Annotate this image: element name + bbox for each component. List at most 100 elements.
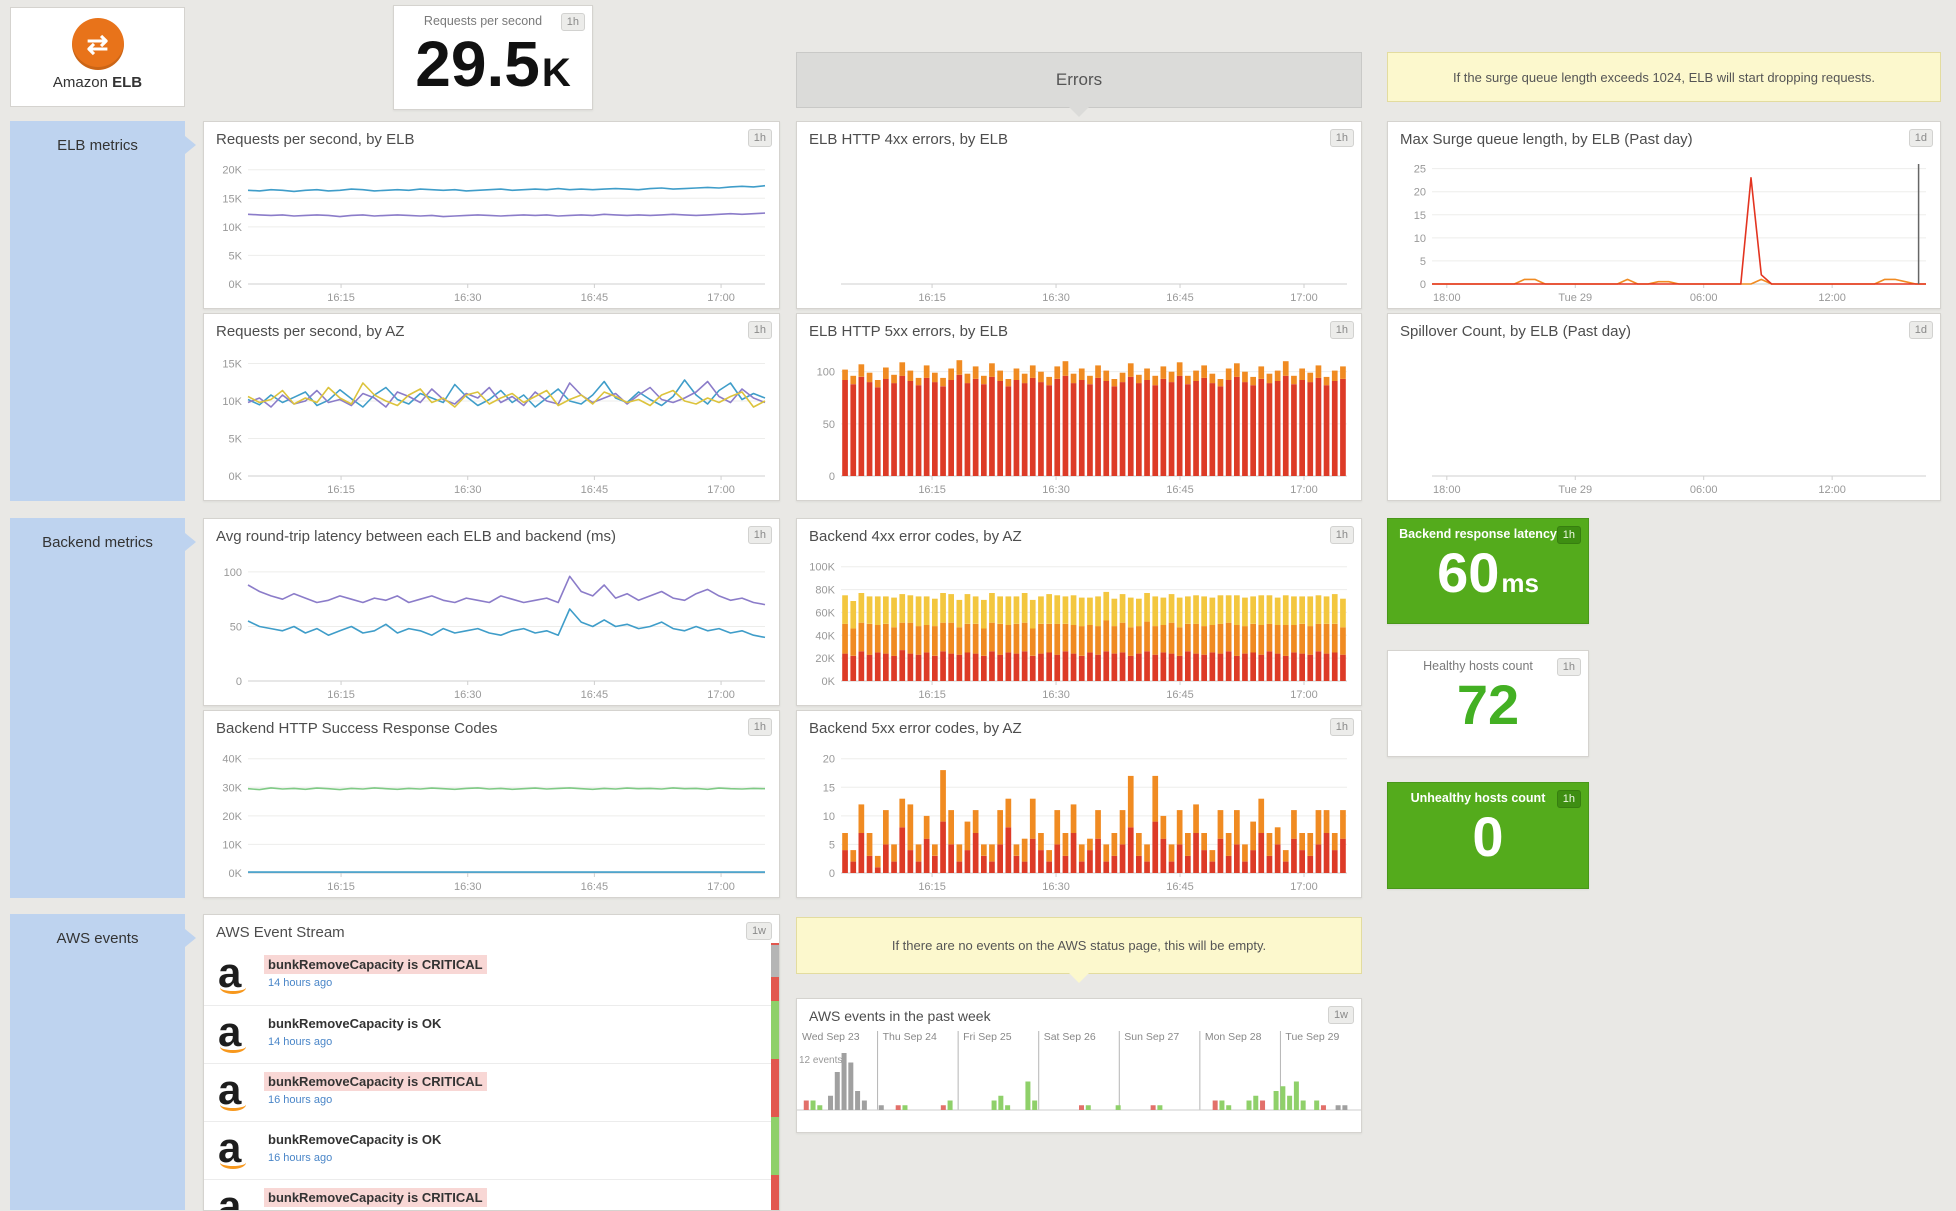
chart-title: Spillover Count, by ELB (Past day) bbox=[1400, 323, 1631, 340]
svg-text:Sun Sep 27: Sun Sep 27 bbox=[1124, 1031, 1179, 1043]
svg-text:Tue 29: Tue 29 bbox=[1558, 484, 1592, 496]
list-item[interactable]: a bunkRemoveCapacity is OK 16 hours ago bbox=[204, 1121, 779, 1179]
timeframe-badge: 1h bbox=[747, 718, 772, 736]
chart-title: Requests per second, by AZ bbox=[216, 323, 405, 340]
svg-text:0: 0 bbox=[829, 471, 835, 483]
timeframe-badge: 1h bbox=[747, 321, 772, 339]
widget-title: Healthy hosts count bbox=[1423, 659, 1533, 673]
svg-text:16:30: 16:30 bbox=[454, 881, 482, 893]
timeframe-badge: 1w bbox=[1327, 1006, 1354, 1024]
elb-shuffle-icon: ⇄ bbox=[71, 18, 124, 70]
svg-text:16:45: 16:45 bbox=[581, 689, 609, 701]
chart-requests-per-second-by-az[interactable]: Requests per second, by AZ 1h 0K 5K 10K 15K… bbox=[203, 313, 780, 501]
svg-text:Wed Sep 23: Wed Sep 23 bbox=[802, 1031, 860, 1043]
value-number: 72 bbox=[1456, 673, 1520, 736]
svg-text:17:00: 17:00 bbox=[1290, 881, 1318, 893]
timeframe-badge: 1h bbox=[1329, 321, 1354, 339]
query-value-backend-latency: Backend response latency 1h 60ms bbox=[1387, 518, 1589, 624]
chart-title: Avg round-trip latency between each ELB … bbox=[216, 528, 616, 545]
chart-plot[interactable]: 0 5 10 15 20 25 18:00 Tue 29 06:00 12:00 bbox=[1388, 156, 1940, 308]
chart-title: Backend HTTP Success Response Codes bbox=[216, 720, 498, 737]
aws-event-stream-widget[interactable]: AWS Event Stream 1w a bunkRemoveCapacity … bbox=[203, 914, 780, 1211]
svg-text:16:15: 16:15 bbox=[918, 484, 946, 496]
svg-text:5: 5 bbox=[1420, 256, 1426, 268]
timeframe-badge: 1w bbox=[745, 922, 772, 940]
chart-elb-4xx-errors[interactable]: ELB HTTP 4xx errors, by ELB 1h 16:15 16:3… bbox=[796, 121, 1362, 309]
sidebar-label: Backend metrics bbox=[42, 534, 153, 551]
event-title: bunkRemoveCapacity is CRITICAL bbox=[264, 1072, 487, 1091]
widget-title: Backend response latency bbox=[1399, 527, 1557, 541]
svg-text:Thu Sep 24: Thu Sep 24 bbox=[883, 1031, 937, 1043]
svg-text:Tue 29: Tue 29 bbox=[1558, 292, 1592, 304]
svg-text:18:00: 18:00 bbox=[1433, 484, 1461, 496]
svg-text:60K: 60K bbox=[815, 607, 835, 619]
svg-text:15K: 15K bbox=[222, 193, 242, 205]
event-status-segment bbox=[771, 1175, 779, 1210]
chart-aws-events-past-week[interactable]: AWS events in the past week 1w Wed Sep 2… bbox=[796, 998, 1362, 1133]
chart-plot[interactable]: 0K 5K 10K 15K 20K 16:15 16:30 16:45 17:00 bbox=[204, 156, 779, 308]
chart-avg-round-trip-latency[interactable]: Avg round-trip latency between each ELB … bbox=[203, 518, 780, 706]
amazon-logo-icon: a bbox=[218, 1069, 252, 1114]
chart-title: ELB HTTP 5xx errors, by ELB bbox=[809, 323, 1008, 340]
chart-plot[interactable]: 0K 5K 10K 15K 16:15 16:30 16:45 17:00 bbox=[204, 348, 779, 500]
event-title: bunkRemoveCapacity is OK bbox=[268, 1132, 442, 1147]
chart-plot[interactable]: 0K 10K 20K 30K 40K 16:15 16:30 16:45 17:00 bbox=[204, 745, 779, 897]
chart-spillover-count[interactable]: Spillover Count, by ELB (Past day) 1d 18… bbox=[1387, 313, 1941, 501]
chart-elb-5xx-errors[interactable]: ELB HTTP 5xx errors, by ELB 1h 0 50 100 16:… bbox=[796, 313, 1362, 501]
svg-text:5: 5 bbox=[829, 839, 835, 851]
chart-backend-success-codes[interactable]: Backend HTTP Success Response Codes 1h 0… bbox=[203, 710, 780, 898]
list-item[interactable]: a bunkRemoveCapacity is OK 14 hours ago bbox=[204, 1005, 779, 1063]
svg-text:16:15: 16:15 bbox=[918, 881, 946, 893]
svg-text:16:45: 16:45 bbox=[1166, 484, 1194, 496]
svg-text:15: 15 bbox=[1414, 210, 1426, 222]
svg-text:17:00: 17:00 bbox=[1290, 484, 1318, 496]
svg-text:20K: 20K bbox=[222, 165, 242, 177]
chart-title: Backend 5xx error codes, by AZ bbox=[809, 720, 1022, 737]
chart-backend-4xx-errors[interactable]: Backend 4xx error codes, by AZ 1h 0K 20K 4… bbox=[796, 518, 1362, 706]
scrollbar-thumb[interactable] bbox=[771, 945, 779, 977]
chart-title: AWS events in the past week bbox=[809, 1008, 991, 1024]
svg-text:17:00: 17:00 bbox=[707, 484, 735, 496]
chart-max-surge-queue[interactable]: Max Surge queue length, by ELB (Past day… bbox=[1387, 121, 1941, 309]
chart-plot[interactable]: 0 5 10 15 20 16:15 16:30 16:45 17:00 bbox=[797, 745, 1361, 897]
value: 72 bbox=[1388, 677, 1588, 733]
svg-text:Fri Sep 25: Fri Sep 25 bbox=[963, 1031, 1012, 1043]
event-time[interactable]: 14 hours ago bbox=[268, 977, 333, 989]
value-unit: K bbox=[541, 51, 571, 95]
chart-requests-per-second-by-elb[interactable]: Requests per second, by ELB 1h 0K 5K 10K 15… bbox=[203, 121, 780, 309]
svg-text:16:45: 16:45 bbox=[1166, 292, 1194, 304]
list-item[interactable]: a bunkRemoveCapacity is CRITICAL bbox=[204, 1179, 779, 1210]
svg-text:17:00: 17:00 bbox=[1290, 292, 1318, 304]
svg-text:16:45: 16:45 bbox=[1166, 881, 1194, 893]
list-item[interactable]: a bunkRemoveCapacity is CRITICAL 16 hours … bbox=[204, 1063, 779, 1121]
list-item[interactable]: a bunkRemoveCapacity is CRITICAL 14 hours … bbox=[204, 947, 779, 1005]
value-number: 29.5 bbox=[415, 28, 540, 100]
svg-text:10K: 10K bbox=[222, 222, 242, 234]
event-time[interactable]: 16 hours ago bbox=[268, 1152, 333, 1164]
svg-text:100: 100 bbox=[224, 567, 242, 579]
svg-text:16:30: 16:30 bbox=[1042, 881, 1070, 893]
svg-text:0: 0 bbox=[236, 676, 242, 688]
chart-plot[interactable]: 16:15 16:30 16:45 17:00 bbox=[797, 156, 1361, 308]
timeframe-badge: 1h bbox=[1329, 718, 1354, 736]
chart-plot[interactable]: Wed Sep 23 Thu Sep 24 Fri Sep 25 Sat Sep 26… bbox=[797, 1027, 1361, 1132]
event-time[interactable]: 16 hours ago bbox=[268, 1094, 333, 1106]
chart-plot[interactable]: 0 50 100 16:15 16:30 16:45 17:00 bbox=[204, 553, 779, 705]
event-time[interactable]: 14 hours ago bbox=[268, 1036, 333, 1048]
event-status-segment bbox=[771, 1059, 779, 1117]
timeframe-badge: 1d bbox=[1908, 321, 1933, 339]
chart-plot[interactable]: 18:00 Tue 29 06:00 12:00 bbox=[1388, 348, 1940, 500]
timeframe-badge: 1h bbox=[1556, 658, 1581, 676]
svg-text:20: 20 bbox=[823, 754, 835, 766]
timeframe-badge: 1h bbox=[560, 13, 585, 31]
widget-title: AWS Event Stream bbox=[216, 924, 345, 941]
chart-plot[interactable]: 0K 20K 40K 60K 80K 100K 16:15 16:30 16:45 17:00 bbox=[797, 553, 1361, 705]
svg-text:12:00: 12:00 bbox=[1818, 292, 1846, 304]
svg-text:10K: 10K bbox=[222, 839, 242, 851]
chart-backend-5xx-errors[interactable]: Backend 5xx error codes, by AZ 1h 0 5 10 15… bbox=[796, 710, 1362, 898]
event-title: bunkRemoveCapacity is OK bbox=[268, 1016, 442, 1031]
svg-text:20K: 20K bbox=[222, 811, 242, 823]
sidebar-label: ELB metrics bbox=[57, 137, 138, 154]
sidebar-label: AWS events bbox=[56, 930, 139, 947]
chart-plot[interactable]: 0 50 100 16:15 16:30 16:45 17:00 bbox=[797, 348, 1361, 500]
